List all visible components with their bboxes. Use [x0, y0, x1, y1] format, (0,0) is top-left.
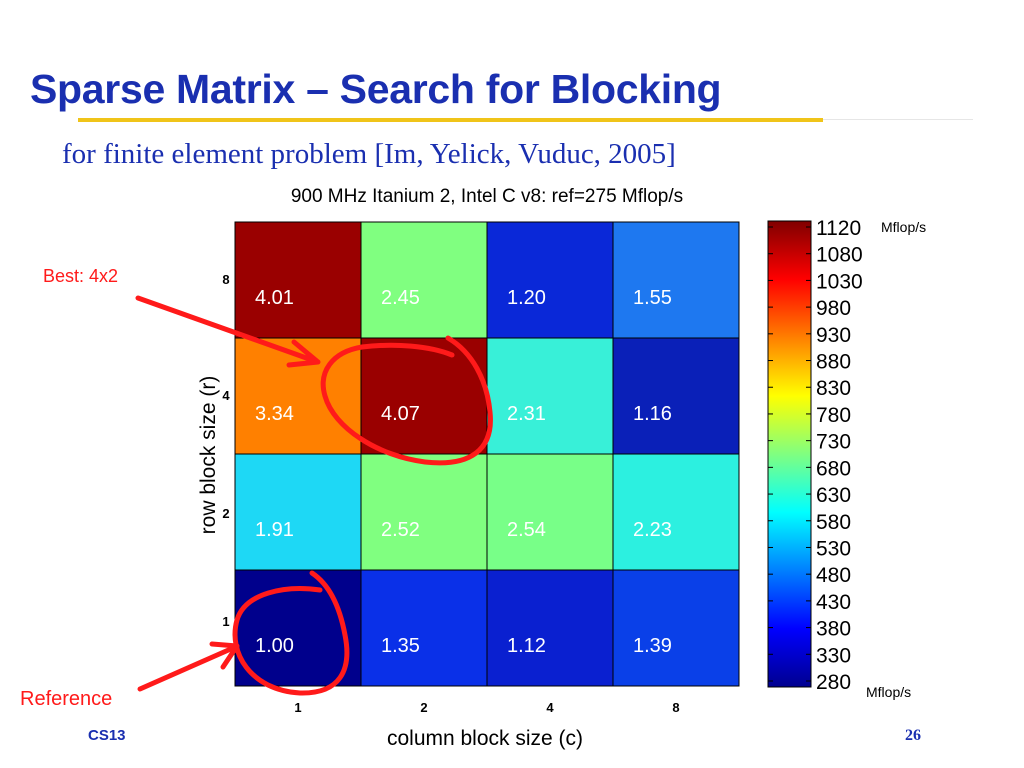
- footer-course-label: CS13: [88, 727, 126, 744]
- y-tick-label: 8: [222, 272, 229, 287]
- heatmap-cell: [612, 569, 740, 687]
- heatmap-cells: [234, 221, 740, 687]
- y-tick-labels: 8 4 2 1: [222, 272, 230, 629]
- best-annotation: Best: 4x2: [43, 266, 493, 466]
- heatmap-cell: [360, 569, 488, 687]
- cell-value-label: 2.54: [507, 519, 546, 541]
- title-underline-tail: [823, 119, 973, 120]
- title-underline: [78, 118, 823, 122]
- y-tick-label: 1: [222, 614, 229, 629]
- cell-value-label: 4.01: [255, 287, 294, 309]
- cell-value-label: 3.34: [255, 403, 294, 425]
- y-tick-label: 2: [222, 506, 229, 521]
- colorbar-ticks: 1120 1080 1030 980 930 880 830 780 730 680 630 580 5…: [768, 217, 863, 694]
- cell-value-label: 1.16: [633, 403, 672, 425]
- cell-value-label: 1.20: [507, 287, 546, 309]
- cell-value-label: 1.12: [507, 635, 546, 657]
- colorbar-tick-label: 1080: [816, 244, 863, 267]
- heatmap-cell: [612, 337, 740, 455]
- cell-value-label: 2.31: [507, 403, 546, 425]
- best-arrow-head: [286, 339, 321, 368]
- cell-value-label: 1.39: [633, 635, 672, 657]
- colorbar-tick-label: 280: [816, 671, 851, 694]
- colorbar-tick-label: 680: [816, 457, 851, 480]
- colorbar-tick-label: 780: [816, 404, 851, 427]
- heatmap-cell: [486, 221, 614, 339]
- x-tick-label: 1: [294, 700, 301, 715]
- slide-title: Sparse Matrix – Search for Blocking: [30, 66, 722, 112]
- y-tick-label: 4: [222, 388, 230, 403]
- colorbar-tick-label: 530: [816, 537, 851, 560]
- cell-value-label: 1.91: [255, 519, 294, 541]
- reference-circle: [232, 570, 350, 696]
- best-label: Best: 4x2: [43, 266, 118, 286]
- x-tick-label: 4: [546, 700, 554, 715]
- heatmap-cell: [234, 453, 362, 571]
- heatmap-cell: [360, 453, 488, 571]
- x-tick-label: 8: [672, 700, 679, 715]
- page-number: 26: [905, 727, 921, 744]
- x-tick-label: 2: [420, 700, 427, 715]
- best-arrow-shaft: [135, 295, 315, 363]
- colorbar-tick-label: 880: [816, 351, 851, 374]
- y-axis-label: row block size (r): [197, 376, 220, 535]
- colorbar-tick-label: 330: [816, 644, 851, 667]
- chart-title: 900 MHz Itanium 2, Intel C v8: ref=275 M…: [291, 186, 683, 207]
- slide-subtitle: for finite element problem [Im, Yelick, …: [62, 138, 676, 170]
- colorbar-bottom-unit: Mflop/s: [866, 684, 911, 700]
- best-circle: [320, 335, 493, 466]
- colorbar-tick-label: 930: [816, 324, 851, 347]
- colorbar-tick-label: 730: [816, 431, 851, 454]
- heatmap-cell: [486, 569, 614, 687]
- x-tick-labels: 1 2 4 8: [294, 700, 679, 715]
- heatmap-cell: [234, 221, 362, 339]
- colorbar-tick-label: 380: [816, 618, 851, 641]
- reference-arrow-shaft: [137, 645, 236, 692]
- colorbar-tick-label: 630: [816, 484, 851, 507]
- heatmap-cell: [486, 453, 614, 571]
- colorbar: [767, 220, 812, 688]
- cell-value-label: 2.23: [633, 519, 672, 541]
- heatmap-cell: [612, 221, 740, 339]
- heatmap-cell: [360, 337, 488, 455]
- colorbar-top-unit: Mflop/s: [881, 219, 926, 235]
- cell-value-label: 1.35: [381, 635, 420, 657]
- colorbar-tick-label: 580: [816, 511, 851, 534]
- cell-value-label: 4.07: [381, 403, 420, 425]
- heatmap-cell: [486, 337, 614, 455]
- x-axis-label: column block size (c): [387, 727, 583, 750]
- colorbar-tick-label: 980: [816, 297, 851, 320]
- colorbar-tick-label: 1030: [816, 270, 863, 293]
- colorbar-tick-label: 480: [816, 564, 851, 587]
- reference-label: Reference: [20, 688, 112, 710]
- heatmap-cell-labels: 4.01 2.45 1.20 1.55 3.34 4.07 2.31 1.16 1.91 2.52…: [255, 287, 672, 657]
- cell-value-label: 1.00: [255, 635, 294, 657]
- heatmap-cell: [360, 221, 488, 339]
- colorbar-tick-label: 430: [816, 591, 851, 614]
- heatmap-cell: [612, 453, 740, 571]
- cell-value-label: 2.52: [381, 519, 420, 541]
- cell-value-label: 2.45: [381, 287, 420, 309]
- colorbar-tick-label: 830: [816, 377, 851, 400]
- cell-value-label: 1.55: [633, 287, 672, 309]
- reference-annotation: Reference: [20, 570, 350, 710]
- colorbar-tick-label: 1120: [816, 217, 861, 240]
